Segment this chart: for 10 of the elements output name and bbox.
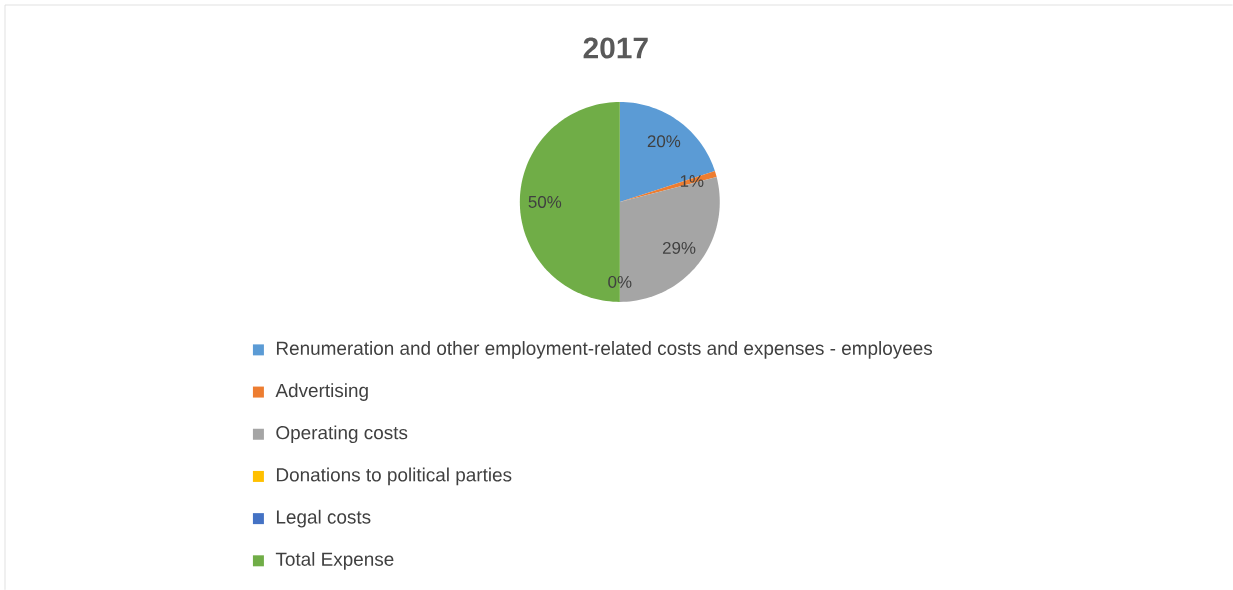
chart-title: 2017 bbox=[583, 37, 648, 59]
legend-label: Operating costs bbox=[276, 425, 408, 443]
legend-label: Total Expense bbox=[275, 551, 394, 570]
legend-label: Renumeration and other employment-related costs and expenses - employees bbox=[276, 340, 933, 359]
data-label: 20% bbox=[647, 135, 681, 148]
data-label: 29% bbox=[662, 241, 696, 254]
legend-label: Advertising bbox=[275, 383, 368, 401]
data-label: 50% bbox=[528, 195, 562, 208]
legend-label: Donations to political parties bbox=[276, 467, 512, 486]
legend-label: Legal costs bbox=[276, 509, 371, 528]
